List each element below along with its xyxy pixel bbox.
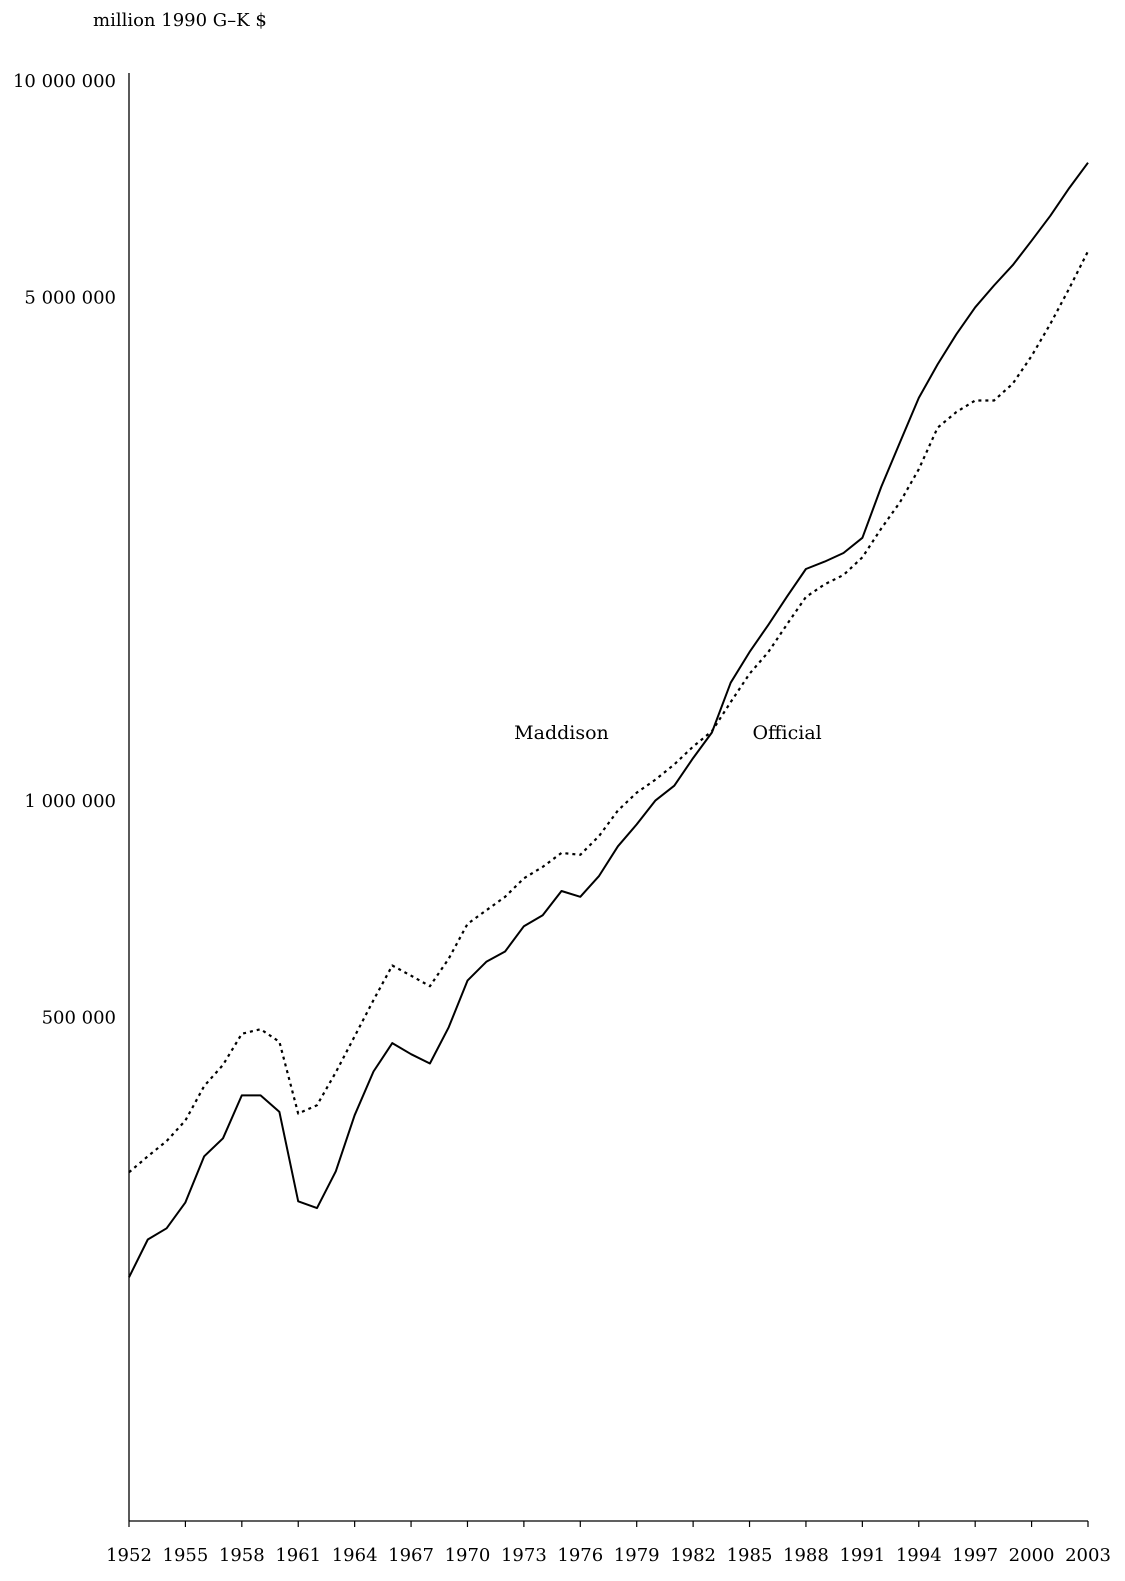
annotation-official: Official xyxy=(752,722,821,744)
y-tick-label: 1 000 000 xyxy=(24,791,116,812)
x-tick-label: 1958 xyxy=(219,1545,265,1566)
x-tick-label: 1994 xyxy=(896,1545,942,1566)
x-tick-label: 1973 xyxy=(501,1545,547,1566)
x-tick-label: 1985 xyxy=(727,1545,773,1566)
x-tick-label: 1991 xyxy=(839,1545,885,1566)
y-tick-label: 10 000 000 xyxy=(13,71,116,92)
x-tick-label: 1952 xyxy=(106,1545,152,1566)
x-tick-label: 1964 xyxy=(332,1545,378,1566)
x-tick-label: 1967 xyxy=(388,1545,434,1566)
x-tick-label: 1997 xyxy=(952,1545,998,1566)
x-tick-label: 2000 xyxy=(1009,1545,1055,1566)
series-line-official xyxy=(128,162,1089,1278)
x-tick-label: 2003 xyxy=(1065,1545,1111,1566)
x-tick-label: 1955 xyxy=(163,1545,209,1566)
y-tick-label: 5 000 000 xyxy=(24,288,116,309)
x-tick-label: 1988 xyxy=(783,1545,829,1566)
annotation-maddison: Maddison xyxy=(514,722,609,744)
x-tick-label: 1961 xyxy=(275,1545,321,1566)
series-line-maddison xyxy=(128,250,1089,1174)
y-axis-unit-label: million 1990 G–K $ xyxy=(93,10,267,31)
x-tick-label: 1982 xyxy=(670,1545,716,1566)
x-tick-label: 1976 xyxy=(557,1545,603,1566)
y-tick-label: 500 000 xyxy=(42,1008,116,1029)
x-tick-label: 1979 xyxy=(614,1545,660,1566)
x-tick-label: 1970 xyxy=(445,1545,491,1566)
